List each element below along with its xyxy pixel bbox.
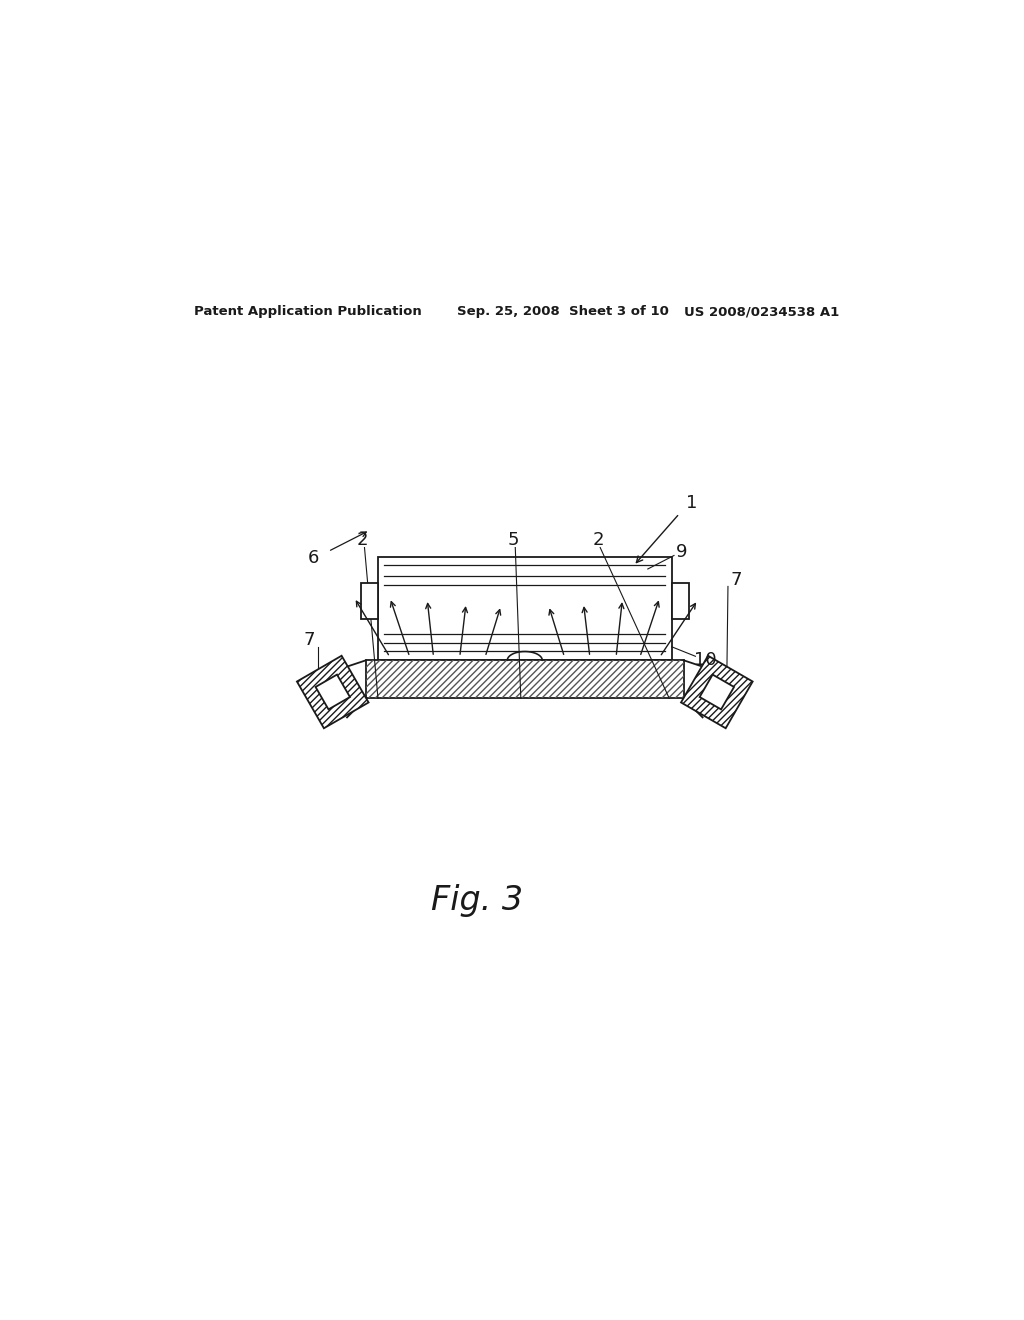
Bar [360,583,378,619]
Text: 10: 10 [694,651,717,669]
Text: 5: 5 [508,532,519,549]
Text: 2: 2 [593,532,604,549]
Text: Sep. 25, 2008  Sheet 3 of 10: Sep. 25, 2008 Sheet 3 of 10 [458,305,670,318]
Bar [378,557,672,660]
Text: 6: 6 [308,549,319,566]
Polygon shape [681,656,753,729]
Polygon shape [315,675,350,709]
Bar [367,660,684,698]
Text: 7: 7 [730,572,741,589]
Text: 7: 7 [303,631,314,649]
Bar [367,660,684,698]
Text: Patent Application Publication: Patent Application Publication [194,305,422,318]
Polygon shape [699,675,734,709]
Text: 9: 9 [676,543,687,561]
Text: 2: 2 [356,532,368,549]
Text: US 2008/0234538 A1: US 2008/0234538 A1 [684,305,839,318]
Polygon shape [297,656,369,729]
Text: 1: 1 [686,494,697,512]
Bar [672,583,689,619]
Text: Fig. 3: Fig. 3 [431,884,523,917]
